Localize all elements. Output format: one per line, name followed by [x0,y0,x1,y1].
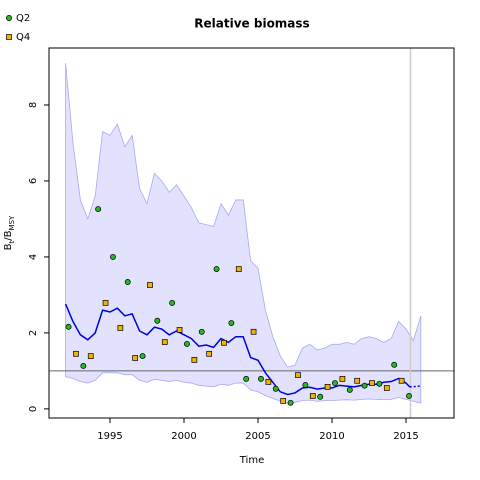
legend-marker [6,34,12,40]
x-tick-label: 2015 [393,431,418,442]
point [272,385,279,392]
point [147,282,153,288]
point [354,377,361,384]
point [117,325,124,331]
point [391,361,398,368]
point [258,375,264,382]
point [102,300,109,306]
point [191,357,198,363]
point [265,379,272,385]
y-label-part: t [8,240,16,243]
point [302,382,309,388]
point [398,377,405,384]
y-tick-label: 4 [28,254,39,260]
point [324,384,331,390]
median-line [64,303,411,396]
point [317,393,324,400]
legend-marker [6,15,12,21]
point [406,393,412,399]
point [206,350,213,357]
y-label-part: /B [3,230,14,240]
point [132,355,139,361]
point [332,380,338,387]
y-tick-label: 0 [28,406,39,412]
point [124,279,131,285]
x-tick-label: 2000 [171,431,196,442]
x-tick-label: 2010 [319,431,344,442]
point [73,350,79,357]
point [287,399,294,406]
point [376,380,383,387]
y-tick-label: 8 [28,102,39,108]
point [339,376,346,382]
point [295,372,301,378]
point [169,299,176,306]
legend-label: Q2 [16,13,30,24]
point [383,385,390,391]
y-label-part: MSY [8,215,16,230]
point [369,380,375,386]
point [109,253,116,260]
chart-title: Relative biomass [194,17,309,31]
x-axis-label: Time [239,455,264,466]
point [80,363,87,369]
confidence-band [65,63,422,404]
point [228,320,235,326]
legend-label: Q4 [16,32,30,43]
point [176,327,183,333]
point [95,206,102,213]
point [139,353,146,360]
point [361,382,368,389]
point [198,328,205,335]
point [161,339,168,345]
point [243,375,250,382]
plot-frame [48,47,455,419]
point [280,398,287,404]
point [213,266,220,273]
x-tick-label: 1995 [97,431,122,442]
point [235,266,242,272]
projection-line [409,385,421,388]
point [250,328,257,335]
point [87,353,94,359]
point [346,386,353,393]
y-label-part: B [3,243,14,250]
point [65,323,72,330]
y-tick-label: 2 [28,330,39,336]
x-tick-label: 2005 [245,431,270,442]
point [154,317,161,324]
point [309,393,316,399]
point [221,339,227,346]
y-tick-label: 6 [28,178,39,184]
y-axis-label: Bt/BMSY [3,215,16,250]
point [184,340,190,347]
